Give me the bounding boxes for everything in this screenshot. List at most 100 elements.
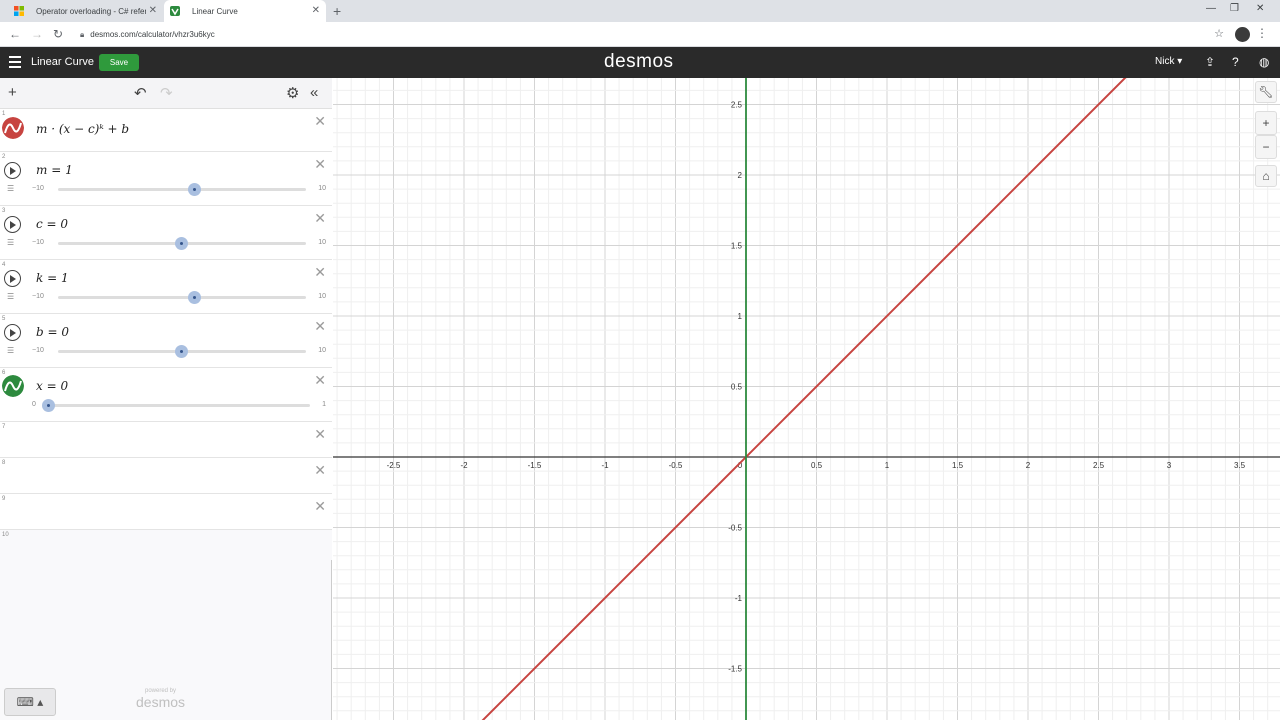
expression-number: 5 — [2, 316, 6, 322]
slider-max[interactable]: 10 — [318, 293, 326, 300]
slider-min[interactable]: 0 — [32, 401, 36, 408]
delete-expression-icon[interactable]: ✕ — [314, 372, 326, 388]
delete-expression-icon[interactable]: ✕ — [314, 462, 326, 478]
expression-row-slider-b[interactable]: 5 ☰ b = 0 −10 10 ✕ — [0, 314, 332, 368]
slider-settings-icon[interactable]: ☰ — [7, 292, 15, 301]
window-close-icon[interactable]: ✕ — [1256, 3, 1265, 14]
delete-expression-icon[interactable]: ✕ — [314, 210, 326, 226]
slider-max[interactable]: 10 — [318, 185, 326, 192]
expression-row-slider-k[interactable]: 4 ☰ k = 1 −10 10 ✕ — [0, 260, 332, 314]
function-curve[interactable] — [464, 78, 1169, 720]
restore-icon[interactable]: ❐ — [1230, 3, 1239, 14]
graph-title[interactable]: Linear Curve — [31, 56, 94, 68]
expression-number: 7 — [2, 424, 6, 430]
expression-number: 9 — [2, 496, 6, 502]
expression-row-slider-c[interactable]: 3 ☰ c = 0 −10 10 ✕ — [0, 206, 332, 260]
curve-color-icon[interactable] — [2, 375, 24, 397]
graph-paper[interactable]: -2.5 -2 -1.5 -1 -0.5 0 0.5 1 1.5 2 2.5 3 3.5 2.5 2 1.5 1… — [333, 78, 1280, 720]
url-field[interactable]: 🔒︎ desmos.com/calculator/vhzr3u6kyc — [80, 26, 1220, 43]
expression-row-vertical-line[interactable]: 6 x = 0 0 1 ✕ — [0, 368, 332, 422]
language-globe-icon[interactable]: ◍ — [1259, 55, 1270, 69]
slider-track[interactable] — [58, 183, 306, 196]
undo-icon[interactable]: ↶ — [134, 85, 147, 102]
play-slider-icon[interactable] — [4, 270, 21, 287]
delete-expression-icon[interactable]: ✕ — [314, 318, 326, 334]
bookmark-star-icon[interactable]: ☆ — [1214, 28, 1224, 40]
zoom-out-icon[interactable]: − — [1255, 135, 1277, 159]
delete-expression-icon[interactable]: ✕ — [314, 498, 326, 514]
desmos-favicon-icon — [170, 6, 180, 16]
new-tab-icon[interactable]: + — [333, 3, 342, 19]
hamburger-menu-icon[interactable] — [9, 56, 21, 68]
slider-min[interactable]: −10 — [32, 347, 44, 354]
delete-expression-icon[interactable]: ✕ — [314, 156, 326, 172]
slider-thumb[interactable] — [175, 237, 188, 250]
back-icon[interactable]: ← — [9, 27, 21, 41]
share-icon[interactable]: ⇪ — [1205, 55, 1216, 69]
expression-row-slider-m[interactable]: 2 ☰ m = 1 −10 10 ✕ — [0, 152, 332, 206]
delete-expression-icon[interactable]: ✕ — [314, 113, 326, 129]
expression-math[interactable]: x = 0 — [36, 379, 69, 393]
browser-menu-icon[interactable]: ⋮ — [1256, 26, 1268, 40]
expression-math[interactable]: k = 1 — [36, 271, 69, 285]
expression-row-empty[interactable]: 8 ✕ — [0, 458, 332, 494]
x-tick-label: -2 — [460, 461, 468, 470]
y-tick-label: -1 — [735, 594, 743, 603]
x-tick-label: 3 — [1167, 461, 1172, 470]
home-zoom-icon[interactable]: ⌂ — [1255, 165, 1277, 187]
expression-math[interactable]: m · (x − c)ᵏ + b — [36, 122, 130, 136]
reload-icon[interactable]: ↻ — [53, 27, 64, 41]
slider-track[interactable] — [42, 399, 310, 412]
slider-min[interactable]: −10 — [32, 293, 44, 300]
save-button[interactable]: Save — [99, 54, 139, 71]
expression-row-empty[interactable]: 9 ✕ — [0, 494, 332, 530]
graph-canvas[interactable]: -2.5 -2 -1.5 -1 -0.5 0 0.5 1 1.5 2 2.5 3 3.5 2.5 2 1.5 1… — [333, 78, 1280, 720]
delete-expression-icon[interactable]: ✕ — [314, 264, 326, 280]
slider-settings-icon[interactable]: ☰ — [7, 346, 15, 355]
keyboard-toggle-button[interactable]: ⌨ ▴ — [4, 688, 56, 716]
slider-thumb[interactable] — [188, 183, 201, 196]
forward-icon[interactable]: → — [31, 27, 43, 41]
close-icon[interactable]: ✕ — [311, 5, 320, 16]
expression-row-function[interactable]: 1 m · (x − c)ᵏ + b ✕ — [0, 109, 332, 152]
expression-math[interactable]: c = 0 — [36, 217, 69, 231]
slider-min[interactable]: −10 — [32, 239, 44, 246]
close-icon[interactable]: ✕ — [148, 5, 157, 16]
expression-math[interactable]: m = 1 — [36, 163, 73, 177]
browser-tab-bar: Operator overloading - C# refere ✕ Linea… — [0, 0, 1280, 22]
slider-settings-icon[interactable]: ☰ — [7, 184, 15, 193]
play-slider-icon[interactable] — [4, 162, 21, 179]
expression-row-empty[interactable]: 10 — [0, 530, 332, 560]
add-item-icon[interactable]: + — [8, 84, 17, 101]
expression-math[interactable]: b = 0 — [36, 325, 69, 339]
delete-expression-icon[interactable]: ✕ — [314, 426, 326, 442]
slider-track[interactable] — [58, 237, 306, 250]
play-slider-icon[interactable] — [4, 324, 21, 341]
zoom-in-icon[interactable]: + — [1255, 111, 1277, 135]
play-slider-icon[interactable] — [4, 216, 21, 233]
help-icon[interactable]: ? — [1232, 55, 1239, 69]
slider-thumb[interactable] — [175, 345, 188, 358]
settings-gear-icon[interactable]: ⚙ — [286, 85, 300, 102]
slider-thumb[interactable] — [42, 399, 55, 412]
slider-track[interactable] — [58, 291, 306, 304]
slider-settings-icon[interactable]: ☰ — [7, 238, 15, 247]
user-menu[interactable]: Nick ▾ — [1155, 56, 1183, 67]
expression-row-empty[interactable]: 7 ✕ — [0, 422, 332, 458]
slider-max[interactable]: 10 — [318, 347, 326, 354]
slider-min[interactable]: −10 — [32, 185, 44, 192]
expression-toolbar: + ↶ ↷ ⚙ « — [0, 78, 332, 109]
redo-icon[interactable]: ↷ — [160, 85, 173, 102]
y-tick-label: 2 — [738, 171, 743, 180]
slider-max[interactable]: 1 — [322, 401, 326, 408]
curve-color-icon[interactable] — [2, 117, 24, 139]
slider-track[interactable] — [58, 345, 306, 358]
profile-avatar[interactable] — [1235, 27, 1250, 42]
slider-max[interactable]: 10 — [318, 239, 326, 246]
slider-thumb[interactable] — [188, 291, 201, 304]
graph-settings-wrench-icon[interactable]: 🔧︎ — [1255, 81, 1277, 103]
collapse-panel-icon[interactable]: « — [310, 84, 319, 101]
tab-operator-overloading[interactable]: Operator overloading - C# refere ✕ — [8, 0, 163, 22]
minimize-icon[interactable]: — — [1206, 3, 1216, 14]
tab-linear-curve[interactable]: Linear Curve ✕ — [164, 0, 326, 22]
